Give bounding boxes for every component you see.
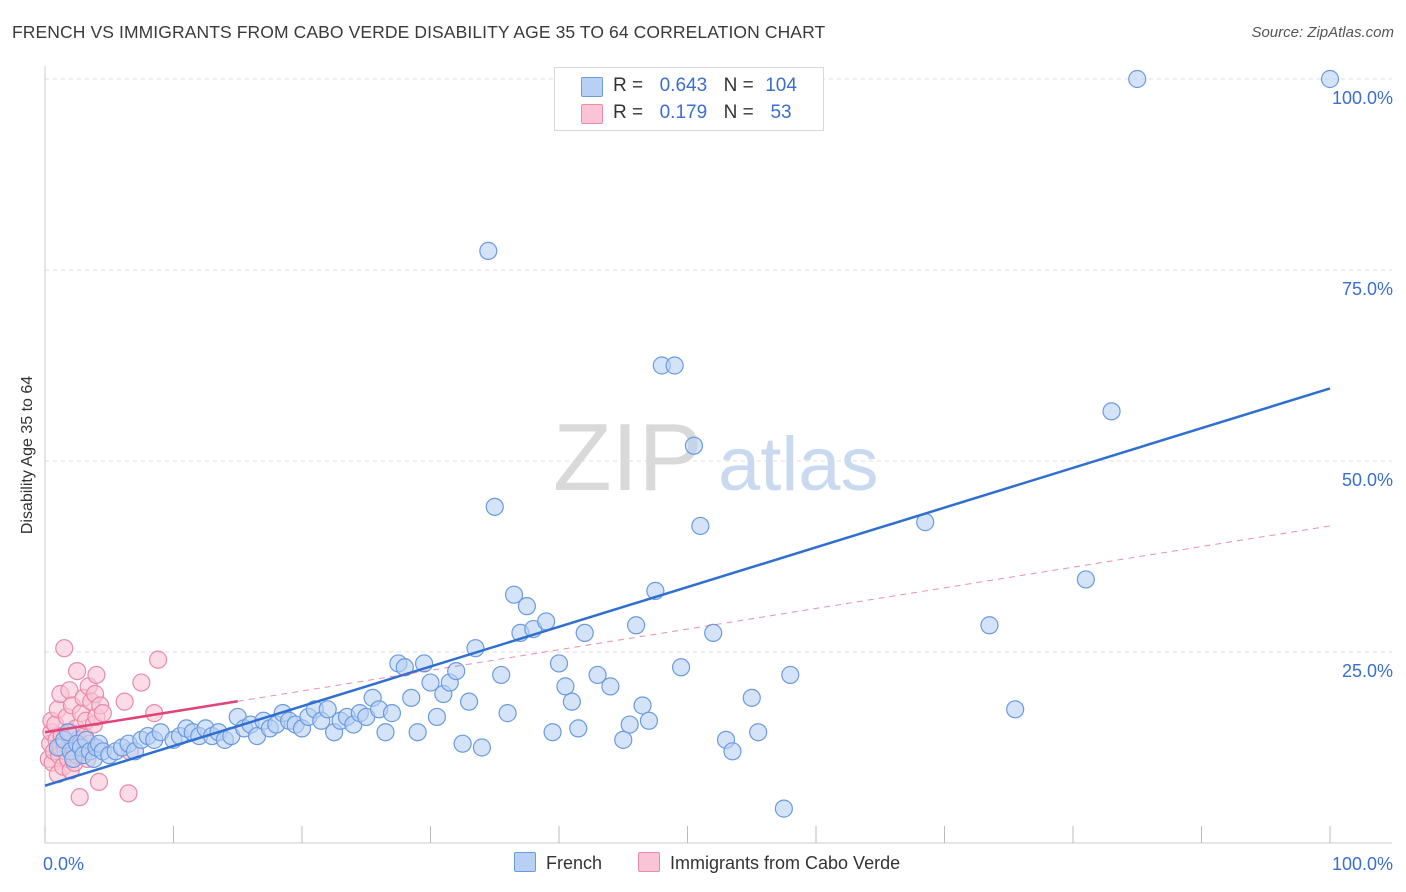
cabo-point-52 bbox=[148, 650, 168, 669]
french-point-85 bbox=[569, 719, 588, 738]
french-point-83 bbox=[556, 677, 575, 696]
legend-cabo-r-value: 0.179 bbox=[659, 102, 708, 123]
trend-lines bbox=[44, 387, 1331, 787]
cabo-point-16 bbox=[55, 639, 74, 658]
cabo-point-30 bbox=[70, 788, 89, 807]
legend-cabo-n-value: 53 bbox=[770, 102, 792, 123]
cabo-point-50 bbox=[132, 673, 151, 692]
cabo-point-47 bbox=[115, 692, 134, 711]
french-point-91 bbox=[626, 616, 646, 635]
cabo-point-44 bbox=[89, 772, 109, 791]
french-point-76 bbox=[504, 585, 524, 604]
french-point-93 bbox=[639, 711, 659, 730]
french-point-57 bbox=[382, 704, 402, 723]
cabo-point-28 bbox=[68, 661, 87, 681]
cabo-point-48 bbox=[119, 784, 138, 803]
bottom-legend-french: French bbox=[514, 852, 602, 874]
french-point-59 bbox=[395, 658, 414, 677]
watermark: ZIP atlas bbox=[553, 404, 879, 511]
y-tick-label-2: 75.0% bbox=[1342, 279, 1393, 299]
french-point-61 bbox=[408, 723, 427, 742]
legend-french-r-label: R = bbox=[613, 75, 644, 96]
french-point-103 bbox=[742, 688, 761, 707]
gridlines bbox=[45, 78, 1392, 653]
french-point-71 bbox=[472, 738, 491, 757]
watermark-zip: ZIP bbox=[553, 404, 702, 511]
legend-cabo-r-label: R = bbox=[613, 102, 644, 123]
y-tick-label-0: 25.0% bbox=[1342, 661, 1393, 681]
cabo-trend-line-dashed bbox=[237, 525, 1331, 702]
french-point-99 bbox=[691, 516, 710, 536]
french-point-98 bbox=[684, 436, 704, 455]
french-point-72 bbox=[479, 241, 498, 260]
french-point-84 bbox=[562, 692, 581, 711]
y-tick-label-3: 100.0% bbox=[1332, 88, 1393, 108]
french-point-104 bbox=[749, 723, 768, 742]
french-point-108 bbox=[980, 616, 999, 635]
french-point-60 bbox=[402, 688, 421, 707]
french-point-96 bbox=[665, 356, 684, 375]
french-point-97 bbox=[671, 658, 691, 677]
french-point-87 bbox=[588, 665, 607, 685]
french-point-47 bbox=[318, 700, 337, 719]
french-point-63 bbox=[421, 673, 440, 692]
legend-french-n-label: N = bbox=[723, 75, 754, 96]
french-point-89 bbox=[614, 730, 633, 749]
french-point-105 bbox=[774, 799, 793, 818]
tick-labels: 25.0% 50.0% 75.0% 100.0% 0.0% 100.0% bbox=[43, 88, 1393, 874]
french-point-82 bbox=[549, 654, 569, 673]
french-point-100 bbox=[704, 623, 723, 643]
source-label: Source: ZipAtlas.com bbox=[1251, 24, 1394, 41]
french-point-86 bbox=[575, 623, 594, 643]
cabo-point-42 bbox=[87, 665, 106, 685]
french-point-111 bbox=[1102, 402, 1121, 421]
axes bbox=[44, 66, 1392, 844]
french-point-75 bbox=[498, 704, 517, 723]
french-point-109 bbox=[1006, 700, 1025, 719]
x-tick-label-1: 100.0% bbox=[1332, 854, 1393, 874]
french-point-78 bbox=[517, 597, 536, 616]
french-point-74 bbox=[492, 665, 511, 685]
french-point-56 bbox=[376, 723, 395, 742]
french-swatch bbox=[581, 77, 603, 97]
french-point-112 bbox=[1128, 69, 1147, 89]
bottom-cabo-label: Immigrants from Cabo Verde bbox=[670, 853, 901, 873]
french-point-88 bbox=[601, 677, 620, 696]
bottom-french-label: French bbox=[546, 853, 603, 873]
french-point-73 bbox=[485, 497, 504, 516]
legend-french-n-value: 104 bbox=[765, 75, 797, 96]
bottom-french-swatch bbox=[514, 852, 536, 872]
cabo-swatch bbox=[581, 104, 603, 124]
legend: R = 0.643 N = 104 R = 0.179 N = 53 bbox=[554, 67, 824, 131]
french-point-92 bbox=[633, 696, 652, 715]
french-point-81 bbox=[543, 723, 562, 742]
watermark-atlas: atlas bbox=[718, 422, 879, 507]
french-point-102 bbox=[723, 742, 742, 761]
french-point-90 bbox=[620, 715, 639, 734]
french-point-80 bbox=[537, 612, 556, 631]
french-point-113 bbox=[1320, 69, 1340, 89]
french-point-67 bbox=[447, 661, 466, 681]
y-tick-label-1: 50.0% bbox=[1342, 470, 1393, 490]
french-point-106 bbox=[781, 665, 800, 685]
french-trend-line bbox=[44, 387, 1331, 787]
chart-title: FRENCH VS IMMIGRANTS FROM CABO VERDE DIS… bbox=[12, 22, 826, 42]
cabo-point-46 bbox=[93, 704, 112, 723]
legend-french-r-value: 0.643 bbox=[659, 75, 708, 96]
french-series bbox=[48, 69, 1340, 818]
french-point-69 bbox=[459, 692, 479, 711]
french-point-64 bbox=[427, 707, 447, 727]
cabo-trend-line-solid bbox=[44, 700, 238, 734]
bottom-cabo-swatch bbox=[638, 852, 660, 872]
bottom-legend-cabo: Immigrants from Cabo Verde bbox=[638, 852, 900, 874]
x-tick-label-0: 0.0% bbox=[43, 854, 84, 874]
french-point-110 bbox=[1076, 570, 1095, 589]
french-point-68 bbox=[453, 734, 472, 753]
legend-cabo-n-label: N = bbox=[723, 102, 754, 123]
